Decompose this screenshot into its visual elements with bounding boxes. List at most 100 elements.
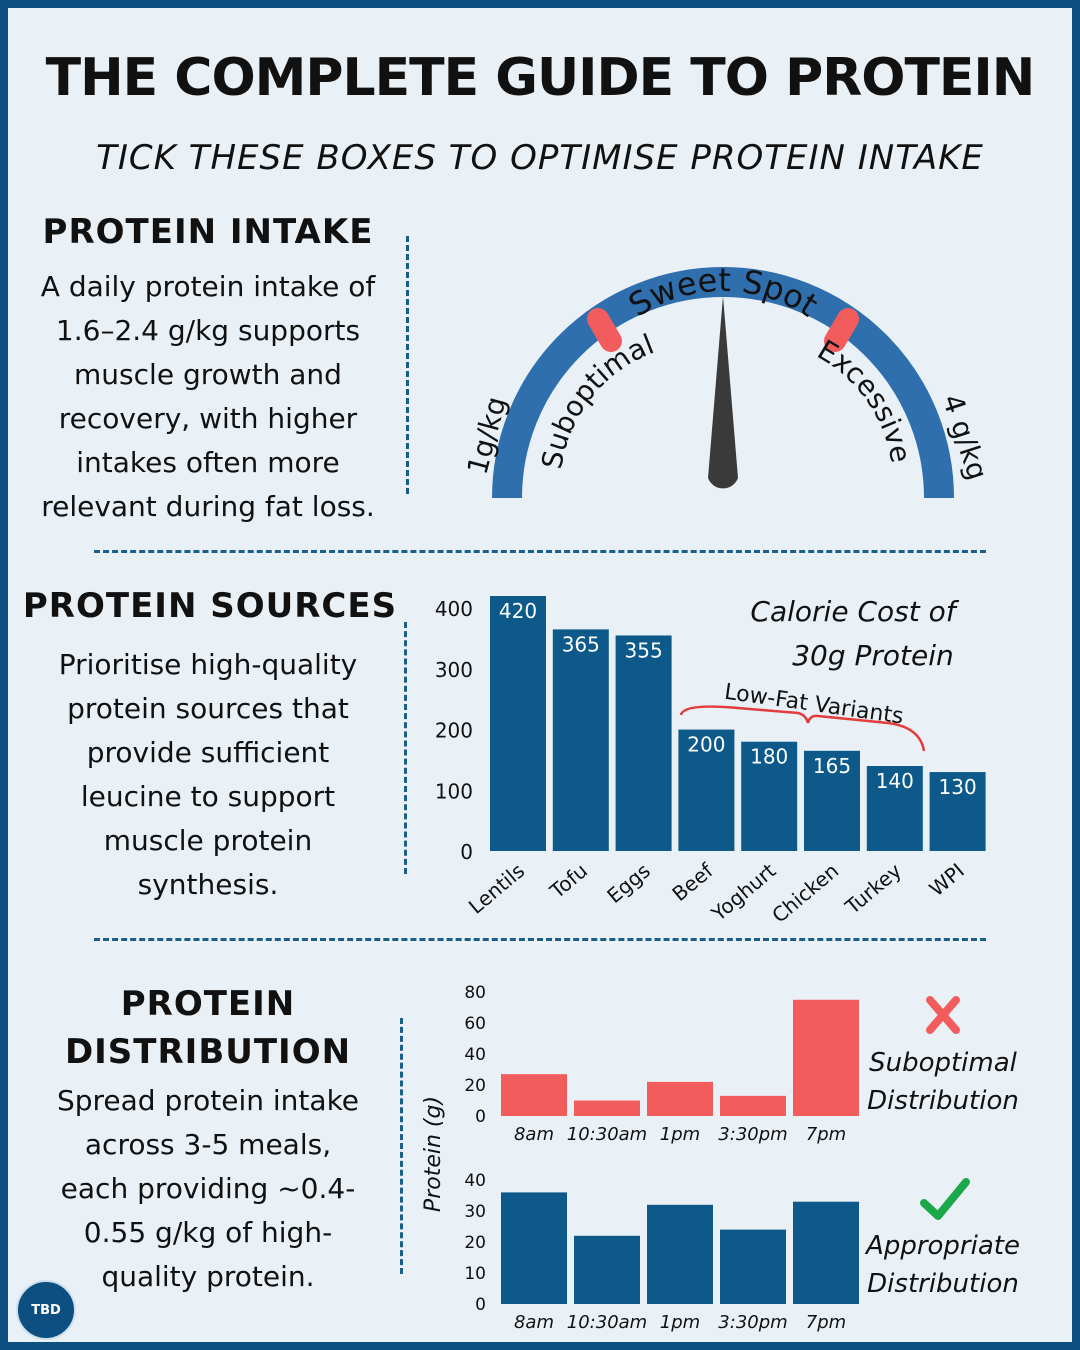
calorie-bar (615, 635, 672, 851)
suboptimal-bar (647, 1081, 713, 1116)
calorie-ytick-label: 100 (435, 779, 473, 803)
distribution-heading: PROTEIN DISTRIBUTION (28, 980, 388, 1076)
bad-distribution-label: Distribution (867, 1086, 1019, 1116)
intake-body-line: recovery, with higher (58, 402, 358, 435)
calorie-category-label: Tofu (545, 858, 592, 903)
appropriate-time-label: 8am (514, 1312, 554, 1333)
logo: TBD (16, 1280, 76, 1340)
suboptimal-bar (720, 1095, 786, 1116)
sources-divider (404, 622, 407, 874)
calorie-bar (552, 629, 609, 851)
intake-body-line: A daily protein intake of (40, 270, 376, 303)
suboptimal-ytick-label: 0 (475, 1107, 486, 1127)
distribution-body-line: across 3-5 meals, (84, 1128, 332, 1161)
intake-body: A daily protein intake of 1.6–2.4 g/kg s… (28, 265, 388, 529)
distribution-charts: Protein (g) 0 20 40 60 80 8am 10:30am 1pm 3:30pm… (421, 983, 1020, 1333)
sources-body-line: synthesis. (137, 868, 279, 901)
suboptimal-bar (574, 1100, 640, 1116)
suboptimal-time-label: 7pm (806, 1124, 846, 1145)
calorie-bar (490, 596, 546, 851)
calorie-chart-title-line: 30g Protein (792, 639, 954, 672)
calorie-cost-chart: 0 100 200 300 400 420 365 355 200 180 165 140 130 L… (435, 595, 986, 928)
gauge-arc (492, 267, 954, 499)
subtitle: TICK THESE BOXES TO OPTIMISE PROTEIN INT… (96, 138, 984, 178)
suboptimal-bar (501, 1074, 567, 1116)
gauge-marker-low (587, 308, 622, 352)
calorie-bar-value: 140 (876, 769, 914, 793)
appropriate-time-label: 1pm (660, 1312, 700, 1333)
calorie-bar (741, 741, 798, 851)
calorie-category-label: WPI (924, 858, 968, 901)
sources-body-line: leucine to support (80, 780, 336, 813)
calorie-ytick-label: 200 (435, 719, 473, 743)
calorie-bar (678, 729, 735, 851)
calorie-bar-value: 200 (687, 733, 725, 757)
gauge-marker-high (824, 308, 859, 352)
appropriate-bar (501, 1192, 567, 1304)
calorie-category-label: Turkey (840, 858, 906, 919)
calorie-bar-value: 365 (562, 632, 600, 656)
infographic-page: THE COMPLETE GUIDE TO PROTEIN TICK THESE… (8, 8, 1072, 1342)
calorie-ytick-label: 300 (435, 658, 473, 682)
calorie-category-label: Chicken (767, 858, 843, 927)
good-distribution-label: Appropriate (864, 1231, 1020, 1261)
main-title: THE COMPLETE GUIDE TO PROTEIN (45, 48, 1036, 108)
sources-body: Prioritise high-quality protein sources … (28, 643, 388, 907)
intake-heading: PROTEIN INTAKE (42, 212, 374, 252)
gauge-needle (708, 296, 738, 489)
distribution-heading-line: DISTRIBUTION (64, 1032, 352, 1072)
appropriate-ytick-label: 30 (464, 1202, 486, 1222)
cross-icon (926, 996, 960, 1034)
appropriate-ytick-label: 40 (464, 1171, 486, 1191)
suboptimal-time-label: 3:30pm (718, 1124, 787, 1145)
appropriate-ytick-label: 10 (464, 1264, 486, 1284)
calorie-category-label: Yoghurt (706, 858, 780, 926)
distribution-body-line: Spread protein intake (56, 1084, 360, 1117)
calorie-ytick-label: 0 (460, 840, 473, 864)
calorie-category-label: Eggs (602, 858, 655, 908)
appropriate-time-label: 3:30pm (718, 1312, 787, 1333)
intake-body-line: muscle growth and (74, 358, 342, 391)
distribution-divider (400, 1018, 403, 1274)
check-icon (920, 1178, 970, 1220)
calorie-bar (804, 750, 860, 851)
sources-heading: PROTEIN SOURCES (22, 586, 398, 626)
sources-body-line: provide sufficient (86, 736, 330, 769)
calorie-chart-title-line: Calorie Cost of (750, 595, 959, 628)
calorie-category-label: Lentils (464, 858, 529, 918)
intake-body-line: 1.6–2.4 g/kg supports (55, 314, 361, 347)
appropriate-bar (720, 1229, 786, 1304)
calorie-bar (929, 772, 986, 851)
suboptimal-ytick-label: 80 (464, 983, 486, 1003)
suboptimal-bar (793, 999, 859, 1116)
suboptimal-time-label: 8am (514, 1124, 554, 1145)
appropriate-ytick-label: 20 (464, 1233, 486, 1253)
good-distribution-label: Distribution (867, 1269, 1019, 1299)
section-divider-1 (94, 550, 986, 553)
appropriate-bar (574, 1235, 640, 1304)
suboptimal-ytick-label: 60 (464, 1014, 486, 1034)
protein-gauge: Sweet Spot Suboptimal Excessive 1g/kg 4 … (461, 261, 994, 499)
calorie-category-label: Beef (667, 858, 718, 906)
intake-body-line: intakes often more (76, 446, 340, 479)
calorie-bar-value: 165 (813, 754, 851, 778)
distribution-heading-line: PROTEIN (120, 984, 296, 1024)
distribution-ylabel: Protein (g) (421, 1096, 446, 1212)
suboptimal-time-label: 1pm (660, 1124, 700, 1145)
calorie-bar-value: 355 (625, 638, 663, 662)
distribution-body-line: each providing ~0.4- (60, 1172, 356, 1205)
appropriate-bar (647, 1204, 713, 1304)
calorie-bar (866, 766, 923, 851)
distribution-body: Spread protein intake across 3-5 meals, … (28, 1079, 388, 1299)
distribution-body-line: 0.55 g/kg of high- (83, 1216, 333, 1249)
sources-body-line: Prioritise high-quality (58, 648, 358, 681)
intake-divider (406, 236, 409, 494)
suboptimal-time-label: 10:30am (567, 1124, 647, 1145)
sources-body-line: muscle protein (103, 824, 313, 857)
calorie-bar-value: 420 (499, 599, 537, 623)
calorie-ytick-label: 400 (435, 597, 473, 621)
calorie-bar-value: 180 (750, 745, 788, 769)
bad-distribution-label: Suboptimal (869, 1048, 1018, 1078)
appropriate-bar (793, 1201, 859, 1304)
section-divider-2 (94, 938, 986, 941)
